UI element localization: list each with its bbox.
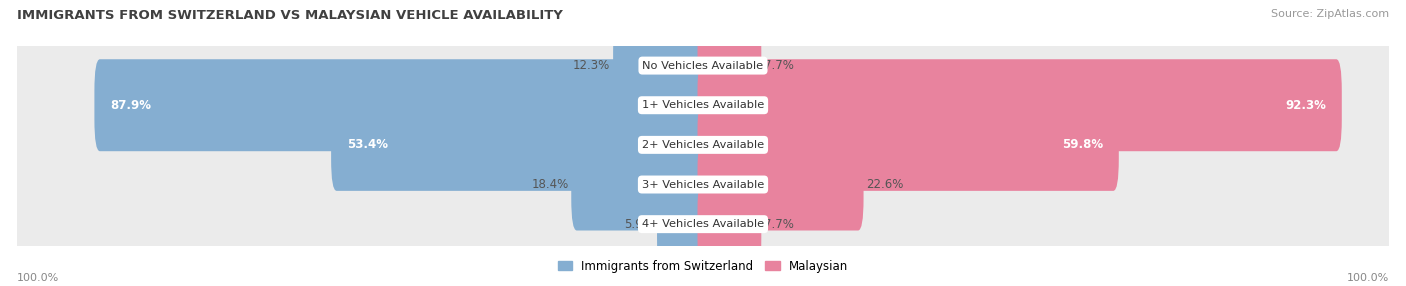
Legend: Immigrants from Switzerland, Malaysian: Immigrants from Switzerland, Malaysian <box>553 255 853 277</box>
Text: 7.7%: 7.7% <box>763 59 794 72</box>
FancyBboxPatch shape <box>332 99 709 191</box>
Text: 53.4%: 53.4% <box>347 138 388 151</box>
FancyBboxPatch shape <box>571 138 709 231</box>
Text: 22.6%: 22.6% <box>866 178 904 191</box>
FancyBboxPatch shape <box>697 178 761 270</box>
FancyBboxPatch shape <box>8 118 1398 251</box>
FancyBboxPatch shape <box>8 0 1398 132</box>
FancyBboxPatch shape <box>8 39 1398 171</box>
Text: 18.4%: 18.4% <box>531 178 568 191</box>
FancyBboxPatch shape <box>697 59 1341 151</box>
FancyBboxPatch shape <box>697 138 863 231</box>
FancyBboxPatch shape <box>697 99 1119 191</box>
Text: 3+ Vehicles Available: 3+ Vehicles Available <box>643 180 763 190</box>
FancyBboxPatch shape <box>657 178 709 270</box>
Text: IMMIGRANTS FROM SWITZERLAND VS MALAYSIAN VEHICLE AVAILABILITY: IMMIGRANTS FROM SWITZERLAND VS MALAYSIAN… <box>17 9 562 21</box>
Text: 7.7%: 7.7% <box>763 218 794 231</box>
Text: Source: ZipAtlas.com: Source: ZipAtlas.com <box>1271 9 1389 19</box>
Text: 2+ Vehicles Available: 2+ Vehicles Available <box>643 140 763 150</box>
FancyBboxPatch shape <box>697 20 761 112</box>
FancyBboxPatch shape <box>8 79 1398 211</box>
Text: 92.3%: 92.3% <box>1285 99 1326 112</box>
Text: 59.8%: 59.8% <box>1062 138 1104 151</box>
Text: 12.3%: 12.3% <box>574 59 610 72</box>
Text: No Vehicles Available: No Vehicles Available <box>643 61 763 71</box>
Text: 5.9%: 5.9% <box>624 218 654 231</box>
Text: 4+ Vehicles Available: 4+ Vehicles Available <box>643 219 763 229</box>
FancyBboxPatch shape <box>613 20 709 112</box>
Text: 100.0%: 100.0% <box>17 273 59 283</box>
Text: 100.0%: 100.0% <box>1347 273 1389 283</box>
FancyBboxPatch shape <box>8 158 1398 286</box>
FancyBboxPatch shape <box>94 59 709 151</box>
Text: 87.9%: 87.9% <box>110 99 152 112</box>
Text: 1+ Vehicles Available: 1+ Vehicles Available <box>643 100 763 110</box>
